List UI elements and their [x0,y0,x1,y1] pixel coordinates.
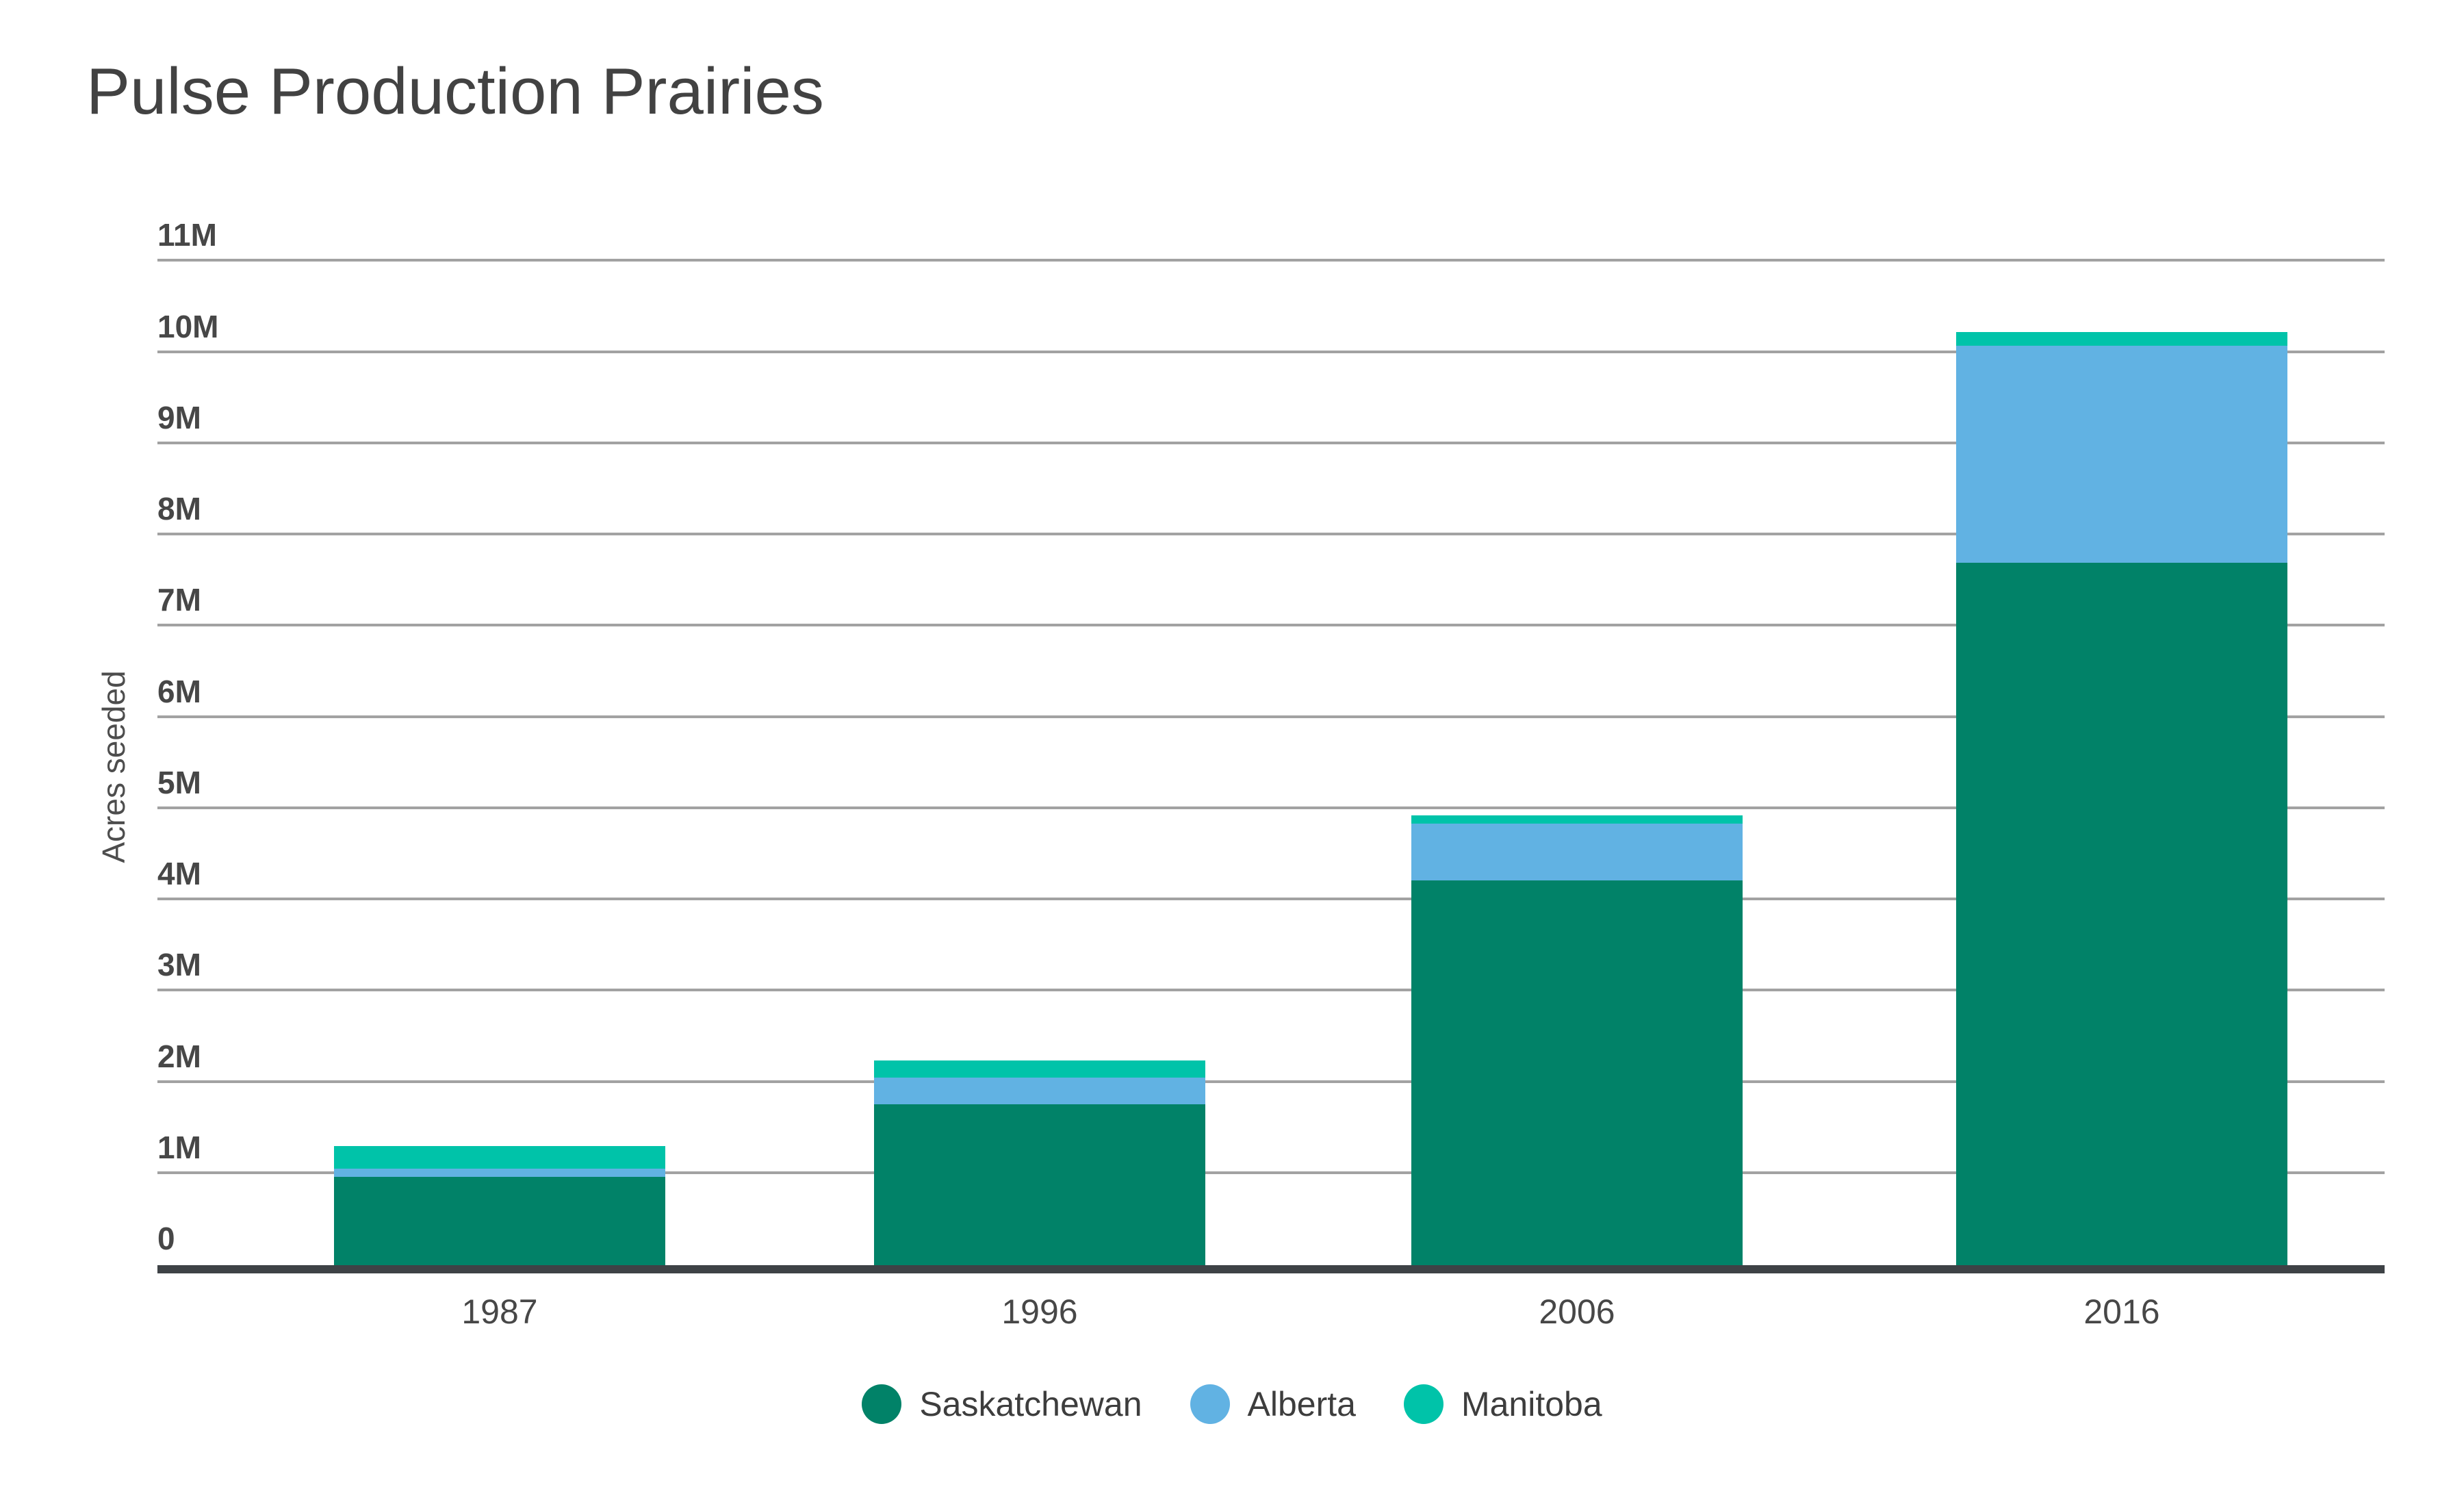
gridline-6M [157,715,2385,718]
legend-item-saskatchewan: Saskatchewan [862,1384,1142,1424]
y-axis-title: Acres seeded [96,670,131,863]
legend-dot-saskatchewan-icon [862,1384,902,1424]
bar-segment-manitoba-2016 [1956,332,2287,346]
gridline-9M [157,441,2385,444]
y-tick-label-5M: 5M [157,764,201,800]
y-tick-label-2M: 2M [157,1038,201,1074]
legend-item-alberta: Alberta [1190,1384,1356,1424]
y-tick-label-7M: 7M [157,582,201,618]
legend-dot-alberta-icon [1190,1384,1230,1424]
bar-segment-saskatchewan-2016 [1956,563,2287,1265]
gridline-11M [157,259,2385,262]
legend: Saskatchewan Alberta Manitoba [0,1384,2464,1424]
y-tick-label-8M: 8M [157,491,201,526]
legend-dot-manitoba-icon [1403,1384,1443,1424]
y-tick-label-0: 0 [157,1221,175,1256]
y-tick-label-10M: 10M [157,308,219,344]
gridline-5M [157,806,2385,809]
y-tick-label-4M: 4M [157,856,201,891]
x-tick-label-1996: 1996 [1001,1293,1078,1331]
x-axis-line [157,1265,2385,1273]
bar-segment-alberta-2006 [1411,824,1743,880]
y-tick-label-6M: 6M [157,673,201,709]
bar-segment-alberta-2016 [1956,346,2287,563]
gridline-7M [157,624,2385,627]
bar-segment-manitoba-1996 [874,1060,1205,1078]
gridline-1M [157,1171,2385,1174]
x-tick-label-2006: 2006 [1539,1293,1615,1331]
legend-label-manitoba: Manitoba [1461,1385,1602,1423]
bar-segment-saskatchewan-1987 [334,1177,665,1265]
gridline-2M [157,1080,2385,1083]
bar-segment-manitoba-2006 [1411,815,1743,824]
legend-label-alberta: Alberta [1247,1385,1356,1423]
bar-segment-alberta-1987 [334,1169,665,1177]
gridline-8M [157,533,2385,535]
chart-title: Pulse Production Prairies [86,55,824,128]
legend-item-manitoba: Manitoba [1403,1384,1602,1424]
gridline-3M [157,989,2385,992]
bar-segment-saskatchewan-2006 [1411,880,1743,1265]
x-tick-label-2016: 2016 [2083,1293,2160,1331]
y-tick-label-1M: 1M [157,1129,201,1165]
bar-segment-saskatchewan-1996 [874,1104,1205,1265]
y-tick-label-3M: 3M [157,947,201,983]
legend-label-saskatchewan: Saskatchewan [919,1385,1142,1423]
bar-segment-alberta-1996 [874,1078,1205,1104]
y-tick-label-11M: 11M [157,217,217,253]
gridline-4M [157,898,2385,900]
y-tick-label-9M: 9M [157,399,201,435]
gridline-10M [157,350,2385,353]
bar-segment-manitoba-1987 [334,1146,665,1169]
x-tick-label-1987: 1987 [461,1293,538,1331]
